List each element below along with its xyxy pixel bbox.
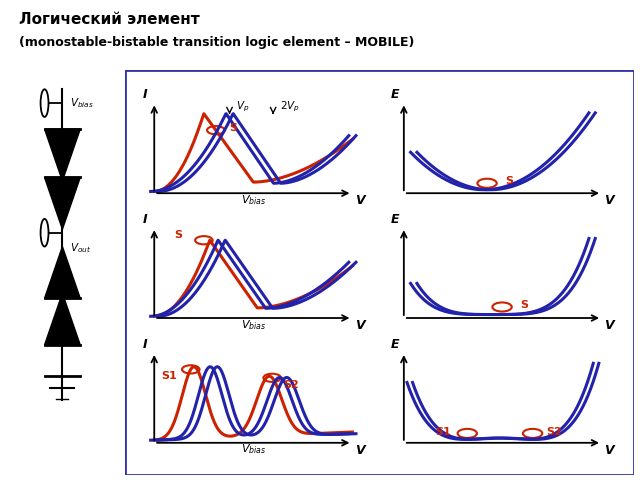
Text: S1: S1 xyxy=(435,427,451,437)
Polygon shape xyxy=(45,129,80,181)
Text: S: S xyxy=(174,230,182,240)
Text: $V_{bias}$: $V_{bias}$ xyxy=(241,193,266,207)
Text: $V_{bias}$: $V_{bias}$ xyxy=(241,318,266,332)
Text: S2: S2 xyxy=(284,380,300,390)
Text: V: V xyxy=(355,444,364,457)
Text: (monostable-bistable transition logic element – MOBILE): (monostable-bistable transition logic el… xyxy=(19,36,415,49)
Text: E: E xyxy=(390,213,399,226)
Text: V: V xyxy=(604,319,614,332)
Text: I: I xyxy=(143,88,147,101)
Text: $V_p$: $V_p$ xyxy=(236,99,250,114)
Polygon shape xyxy=(45,293,80,345)
Text: S2: S2 xyxy=(547,427,562,437)
Text: Логический элемент: Логический элемент xyxy=(19,12,200,27)
Text: V: V xyxy=(355,194,364,207)
Text: V: V xyxy=(604,444,614,457)
Text: E: E xyxy=(390,88,399,101)
Text: I: I xyxy=(143,213,147,226)
Text: $V_{out}$: $V_{out}$ xyxy=(70,241,92,255)
Text: V: V xyxy=(604,194,614,207)
Text: I: I xyxy=(143,338,147,351)
Text: $V_{bias}$: $V_{bias}$ xyxy=(70,96,94,110)
Polygon shape xyxy=(45,178,80,229)
Text: V: V xyxy=(355,319,364,332)
Text: $V_{bias}$: $V_{bias}$ xyxy=(241,443,266,456)
Text: E: E xyxy=(390,338,399,351)
Text: S: S xyxy=(506,176,513,186)
Text: S: S xyxy=(230,123,237,133)
Polygon shape xyxy=(45,247,80,299)
Text: $2V_p$: $2V_p$ xyxy=(280,99,300,114)
Text: S: S xyxy=(520,300,529,310)
Text: S1: S1 xyxy=(161,371,177,381)
